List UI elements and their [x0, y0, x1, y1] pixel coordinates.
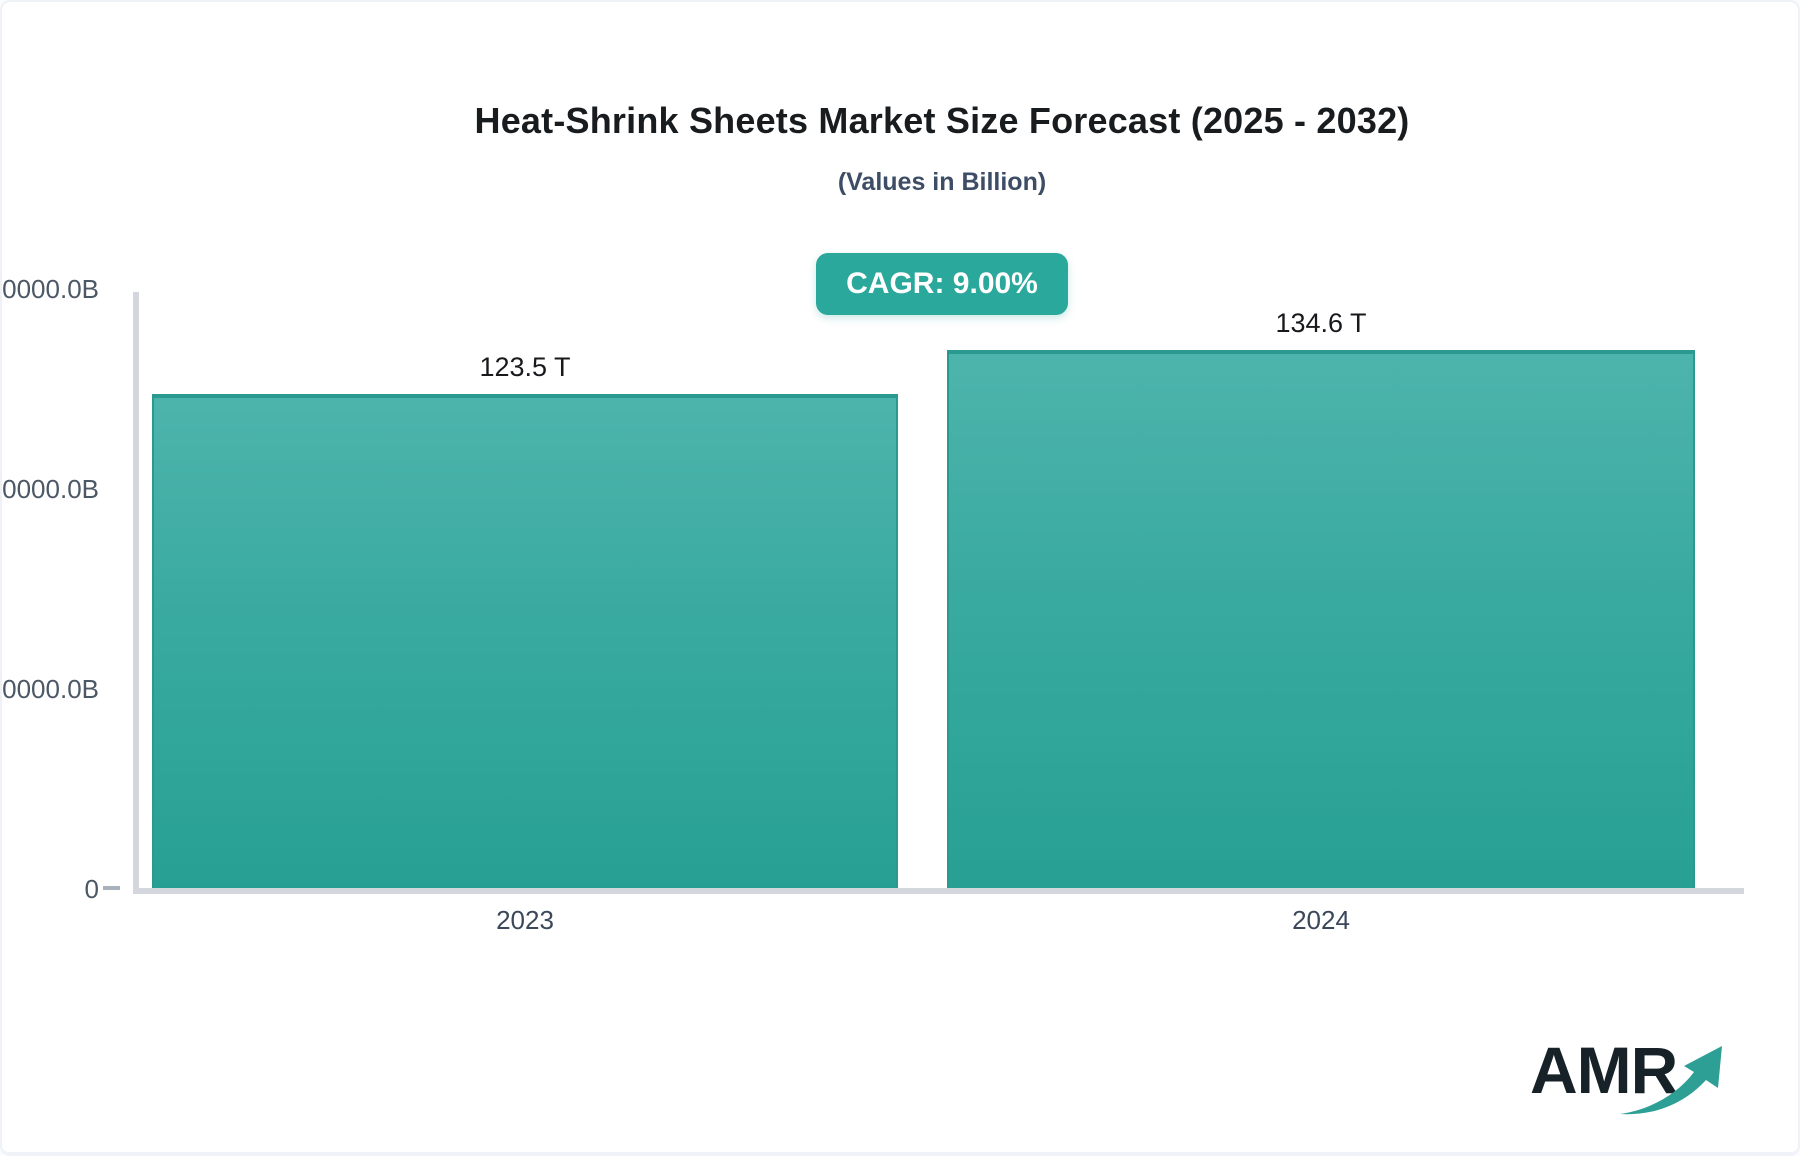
cagr-badge: CAGR: 9.00% [816, 253, 1068, 315]
x-axis-label-2023: 2023 [496, 905, 554, 935]
amr-logo-text: AMR [1530, 1033, 1678, 1107]
bar-2023[interactable] [152, 394, 898, 888]
chart-subtitle: (Values in Billion) [837, 168, 1047, 196]
x-axis-label-2024: 2024 [1292, 905, 1350, 935]
amr-logo: AMR [1530, 1032, 1722, 1122]
y-axis-tick-label: 50000.0B [2, 274, 99, 304]
bar-value-label: 134.6 T [1275, 308, 1367, 338]
bar-2024[interactable] [947, 350, 1695, 888]
y-axis-tick-label: 0 [84, 874, 99, 904]
x-axis-line [133, 888, 1744, 894]
y-axis-tick-label: 00000.0B [2, 474, 99, 504]
y-axis-line [133, 292, 139, 894]
bar-value-label: 123.5 T [479, 352, 571, 382]
chart-title: Heat-Shrink Sheets Market Size Forecast … [474, 100, 1410, 141]
y-axis-tick-label: 50000.0B [2, 674, 99, 704]
y-axis-zero-tick [103, 886, 120, 890]
growth-arrow-icon [1620, 1046, 1722, 1115]
chart-header: Heat-Shrink Sheets Market Size Forecast … [82, 2, 1798, 315]
